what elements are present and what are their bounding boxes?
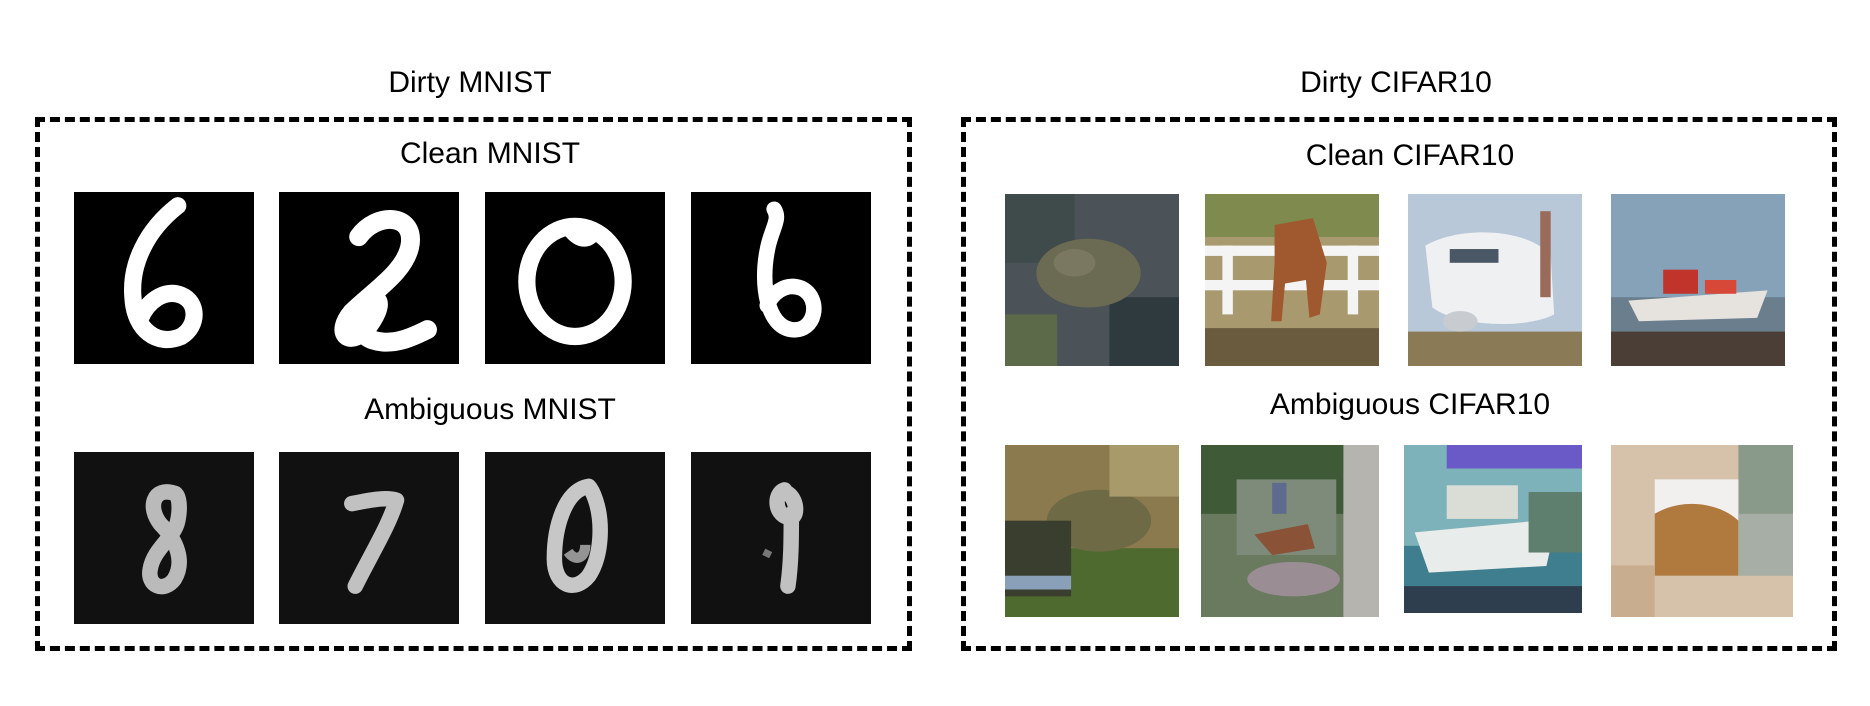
mnist-clean-digit-6b <box>691 192 871 364</box>
mnist-ambiguous-digit-9 <box>691 452 871 624</box>
dirty-cifar10-frame <box>961 117 1837 651</box>
cifar-clean-horse-image <box>1205 194 1379 366</box>
mnist-ambiguous-digit-0 <box>485 452 665 624</box>
mnist-clean-digit-2 <box>279 192 459 364</box>
mnist-digit-icon <box>762 482 804 594</box>
mnist-digit-icon <box>518 217 632 346</box>
mnist-digit-icon <box>142 484 187 595</box>
ship-icon <box>1611 194 1785 366</box>
horse-rider-mixed-icon <box>1201 445 1379 617</box>
ambiguous-mnist-title: Ambiguous MNIST <box>364 393 616 426</box>
cifar-ambiguous-ship-mixed-image <box>1404 445 1582 613</box>
cifar-ambiguous-horse-mixed-image <box>1611 445 1793 617</box>
cifar-ambiguous-frog-mixed-image <box>1005 445 1179 617</box>
mnist-clean-digit-0 <box>485 192 665 364</box>
mnist-digit-icon <box>124 197 203 349</box>
cifar-clean-ship-image <box>1611 194 1785 366</box>
horse-mixed-icon <box>1611 445 1793 617</box>
frog-icon <box>1005 194 1179 366</box>
mnist-ambiguous-digit-8 <box>74 452 254 624</box>
dirty-mnist-title: Dirty MNIST <box>388 66 552 99</box>
horse-icon <box>1205 194 1379 366</box>
mnist-ambiguous-digit-7 <box>279 452 459 624</box>
clean-mnist-title: Clean MNIST <box>399 137 581 170</box>
mnist-digit-icon <box>757 201 822 338</box>
ambiguous-cifar10-title: Ambiguous CIFAR10 <box>1269 388 1551 421</box>
cifar-ambiguous-horse-rider-mixed-image <box>1201 445 1379 617</box>
frog-mixed-icon <box>1005 445 1179 617</box>
dirty-cifar10-title: Dirty CIFAR10 <box>1300 66 1492 99</box>
cifar-clean-frog-image <box>1005 194 1179 366</box>
clean-cifar10-title: Clean CIFAR10 <box>1305 139 1515 172</box>
mnist-clean-digit-6 <box>74 192 254 364</box>
airplane-icon <box>1408 194 1582 366</box>
mnist-digit-icon <box>334 210 437 352</box>
ship-mixed-icon <box>1404 445 1582 613</box>
mnist-digit-icon <box>344 491 405 594</box>
dirty-mnist-frame <box>35 117 912 651</box>
cifar-clean-airplane-image <box>1408 194 1582 366</box>
mnist-digit-icon <box>546 478 608 593</box>
